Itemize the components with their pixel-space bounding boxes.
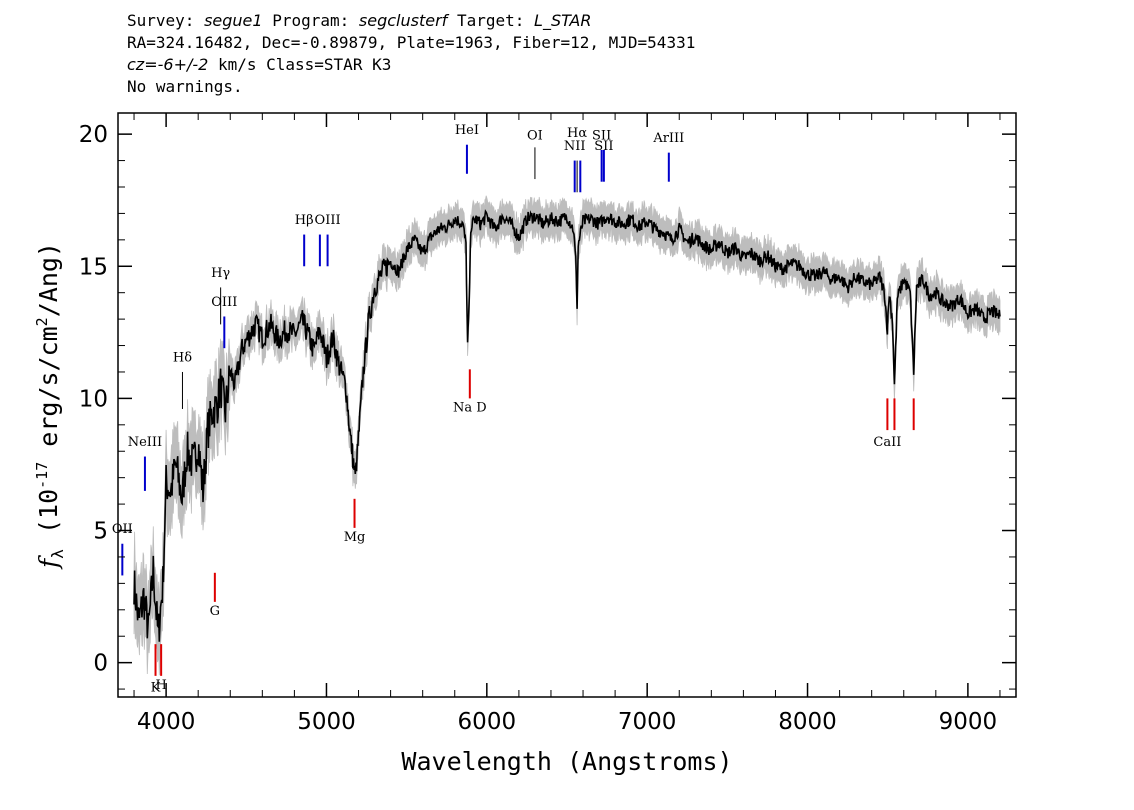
header-line-coordinates: RA=324.16482, Dec=-0.89879, Plate=1963, … [127,33,696,52]
line-label: HeI [455,123,479,138]
x-tick-label: 7000 [618,709,677,735]
target-value: L_STAR [534,11,592,30]
cz-unit-class: km/s Class=STAR K3 [217,55,392,74]
spectrum-series [133,209,1001,642]
line-label: Hδ [173,350,192,365]
plot-axes: 4000 5000 6000 7000 8000 9000 0 5 10 15 20 [79,112,1017,735]
error-region [133,195,1001,676]
line-label: Mg [344,530,366,545]
header-line-redshift: cz=-6+/-2 km/s Class=STAR K3 [127,54,695,76]
y-tick-label: 0 [93,651,108,677]
y-tick-label: 10 [79,386,108,412]
survey-value: segue1 [204,11,263,30]
line-label: Hβ [295,213,314,228]
header-line-warnings: No warnings. [127,77,243,96]
y-tick-label: 20 [79,122,108,148]
x-tick-label: 6000 [458,709,517,735]
survey-label: Survey: [127,11,195,30]
x-tick-label: 5000 [297,709,356,735]
y-tick-label: 5 [93,519,108,545]
x-tick-label: 9000 [939,709,998,735]
line-label: Na D [453,401,487,416]
line-label: OII [112,522,133,537]
header-line-survey: Survey: segue1 Program: segclusterf Targ… [127,10,695,32]
line-label: NII [564,139,586,154]
spectrum-line [133,209,1001,642]
x-axis-title: Wavelength (Angstroms) [401,747,732,776]
line-label: Hγ [211,266,230,281]
program-label: Program: [272,11,350,30]
line-label: OIII [211,295,237,310]
error-band [133,195,1001,676]
cz-value: =-6+/-2 [144,55,209,74]
line-label: K [151,681,161,696]
line-label: SII [592,128,611,143]
cz-label: cz [127,55,145,74]
line-label: OIII [315,213,341,228]
line-label: OI [527,128,543,143]
line-label: Hα [567,126,587,141]
line-label: CaII [873,435,901,450]
line-label: SII [594,139,613,154]
line-label: G [210,604,220,619]
spectrum-header: Survey: segue1 Program: segclusterf Targ… [127,10,695,98]
program-value: segclusterf [358,11,448,30]
y-axis-title: fλ (10-17 erg/s/cm2/Ang) [33,242,67,570]
line-label: H [155,678,166,693]
x-tick-label: 8000 [778,709,837,735]
line-label: ArIII [652,131,684,146]
target-label: Target: [456,11,525,30]
line-label: NeIII [128,435,162,450]
y-tick-label: 15 [79,254,108,280]
plot-frame [117,112,1017,698]
x-tick-label: 4000 [137,709,196,735]
